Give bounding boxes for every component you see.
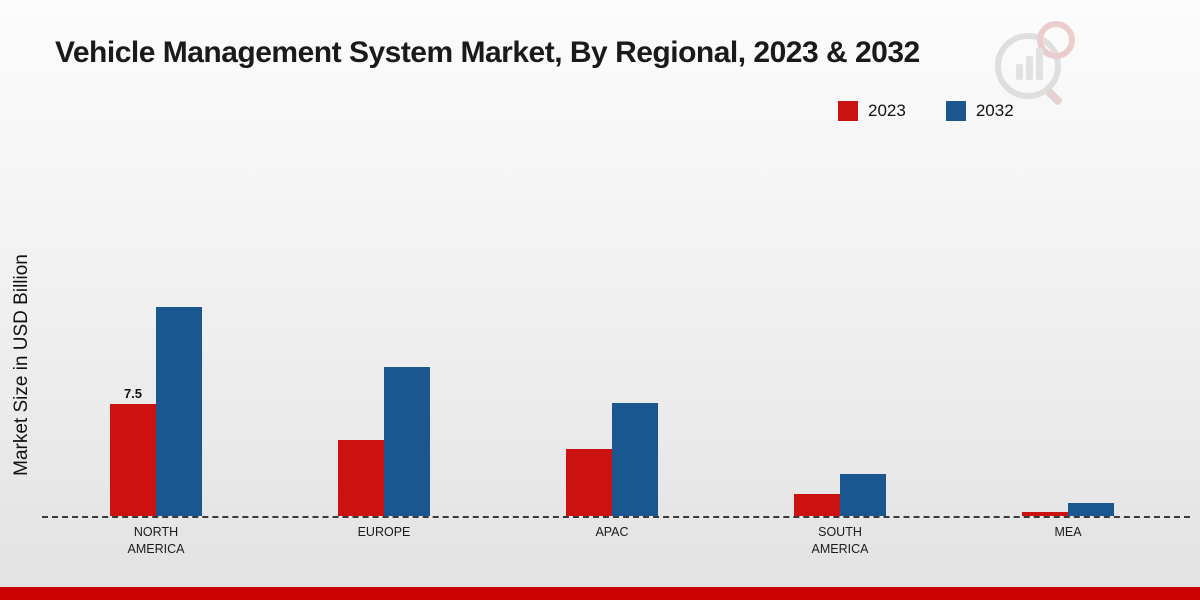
- bar-group-south-america: [726, 292, 954, 516]
- bar-2023-europe: [338, 440, 384, 516]
- bar-group-north-america: 7.5: [42, 292, 270, 516]
- bar-2023-apac: [566, 449, 612, 516]
- category-label-mea: MEA: [1054, 525, 1082, 539]
- bar-2032-south-america: [840, 474, 886, 516]
- category-label-apac: APAC: [595, 525, 629, 539]
- bar-2023-north-america: 7.5: [110, 386, 156, 516]
- bar-2032-mea: [1068, 503, 1114, 516]
- x-axis-category-labels: NORTH AMERICA EUROPE APAC SOUTH AMERICA MEA: [42, 524, 1182, 564]
- y-axis-label: Market Size in USD Billion: [11, 254, 32, 476]
- legend-label-2032: 2032: [975, 101, 1014, 120]
- x-axis-baseline: [42, 516, 1190, 518]
- category-label-south-america: SOUTH AMERICA: [811, 525, 869, 556]
- plot-area: 7.5: [42, 292, 1182, 516]
- legend-swatch-2032: [945, 101, 966, 121]
- bar-group-mea: [954, 292, 1182, 516]
- bar-value-label-north-america: 7.5: [123, 386, 143, 401]
- bar-group-europe: [270, 292, 498, 516]
- legend-swatch-2023: [838, 101, 858, 121]
- category-label-north-america: NORTH AMERICA: [127, 525, 185, 556]
- legend-item-2023: 2023: [838, 101, 906, 121]
- category-label-europe: EUROPE: [357, 525, 411, 539]
- legend: 2023 2032: [838, 101, 1014, 121]
- bar-group-apac: [498, 292, 726, 516]
- bar-2023-south-america: [794, 494, 840, 516]
- legend-item-2032: 2032: [945, 101, 1014, 121]
- bar-2032-north-america: [156, 307, 202, 516]
- bar-2023-mea: [1022, 512, 1068, 516]
- brand-logo-watermark-icon: [995, 21, 1075, 105]
- bar-2032-apac: [612, 403, 658, 516]
- chart-title: Vehicle Management System Market, By Reg…: [55, 36, 920, 69]
- bar-2032-europe: [384, 367, 430, 516]
- footer-accent-band: [0, 587, 1200, 600]
- legend-label-2023: 2023: [868, 101, 906, 120]
